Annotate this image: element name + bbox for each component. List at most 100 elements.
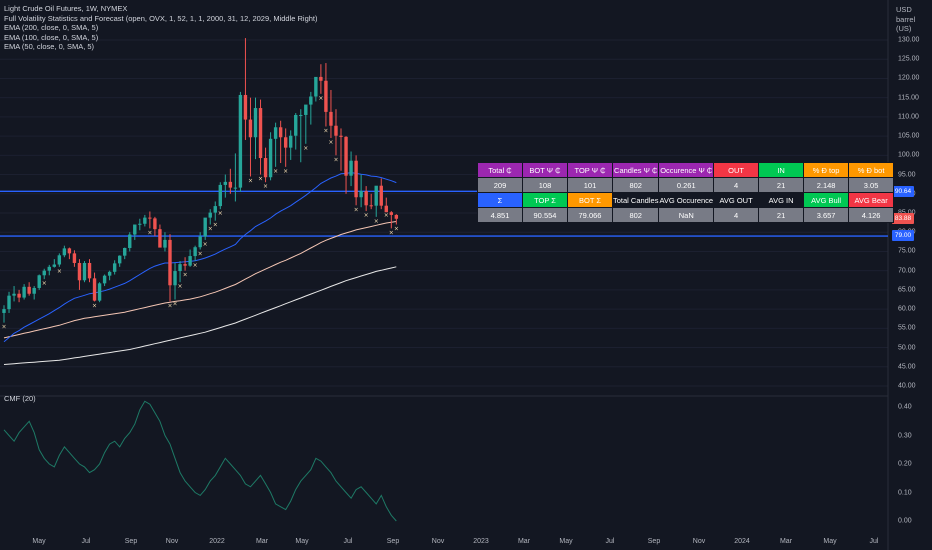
price-tick-label: 75.00	[898, 247, 916, 255]
time-tick-label: May	[823, 538, 837, 545]
time-tick-label: Mar	[517, 538, 531, 545]
candle-bear	[243, 94, 248, 120]
stats-header-cell: Candles Ψ ₵	[611, 162, 660, 178]
stats-value-cell: 209	[477, 177, 523, 193]
bottom-signal-marker: ×	[208, 226, 213, 233]
candle-bear	[72, 253, 77, 263]
candle-bull	[57, 255, 62, 265]
time-tick-label: Nov	[692, 538, 706, 545]
price-tick-label: 45.00	[898, 363, 916, 371]
candle-bull	[223, 181, 228, 185]
candle-bull	[193, 247, 197, 257]
candle-bear	[324, 80, 328, 112]
stats-value-cell: 0.261	[658, 177, 715, 193]
candle-bear	[379, 185, 383, 206]
candle-bull	[143, 217, 147, 224]
bottom-signal-marker: ×	[263, 183, 268, 190]
candle-bear	[334, 125, 338, 136]
candle-bull	[233, 187, 238, 189]
bottom-signal-marker: ×	[213, 222, 218, 229]
bottom-signal-marker: ×	[364, 212, 369, 219]
candle-bull	[32, 287, 36, 294]
axis-currency: USD	[896, 5, 912, 14]
time-tick-label: Nov	[431, 538, 445, 545]
time-tick-label: 2023	[473, 538, 489, 545]
candle-bull	[188, 256, 192, 266]
time-tick-label: Nov	[165, 538, 179, 545]
bottom-signal-marker: ×	[218, 210, 223, 217]
candle-bull	[359, 191, 363, 198]
candle-bear	[158, 229, 162, 248]
stats-summary-header-row: Σ TOP Σ BOT Σ Total Candles AVG Occurence AVG…	[477, 192, 895, 208]
bottom-signal-marker: ×	[167, 302, 172, 309]
bottom-signal-marker: ×	[273, 168, 278, 175]
candle-bear	[87, 262, 92, 279]
price-tick-label: 100.00	[898, 151, 920, 159]
bottom-signal-marker: ×	[354, 206, 359, 213]
stats-header-cell: IN	[758, 162, 805, 178]
candle-bull	[117, 255, 122, 264]
indicator-ema-50[interactable]: EMA (50, close, 0, SMA, 5)	[4, 42, 95, 52]
candle-bull	[123, 247, 127, 256]
symbol-title[interactable]: Light Crude Oil Futures, 1W, NYMEX	[4, 4, 128, 13]
candle-bull	[37, 275, 41, 288]
candle-bull	[47, 266, 51, 271]
indicator-ema-100[interactable]: EMA (100, close, 0, SMA, 5)	[4, 32, 99, 42]
candle-bull	[314, 76, 318, 97]
bottom-signal-marker: ×	[333, 156, 338, 163]
candle-bear	[394, 214, 399, 219]
last-price-tag: 83.88	[892, 213, 914, 224]
cmf-tick-label: 0.10	[898, 489, 912, 496]
candle-bear	[183, 264, 187, 266]
candle-bear	[77, 262, 82, 281]
time-tick-label: Sep	[647, 538, 661, 545]
upper-line-price-tag: 90.64	[892, 186, 914, 197]
stats-value-cell: 3.657	[803, 207, 850, 223]
candle-bull	[102, 275, 107, 284]
stats-header-cell: BOT Ψ ₵	[522, 162, 568, 178]
candle-bull	[163, 239, 167, 248]
indicator-volatility-stats[interactable]: Full Volatility Statistics and Forecast …	[4, 13, 318, 23]
stats-header-cell: Total ₵	[477, 162, 523, 178]
price-tick-label: 130.00	[898, 36, 920, 44]
candle-bull	[112, 263, 117, 272]
candle-bear	[263, 158, 268, 178]
time-tick-label: Sep	[386, 538, 400, 545]
stats-header-cell: % Đ top	[803, 162, 850, 178]
candle-bull	[52, 264, 56, 267]
candle-bull	[198, 236, 202, 248]
time-tick-label: Jul	[343, 538, 353, 545]
candle-bull	[42, 270, 46, 276]
candle-bear	[17, 293, 21, 298]
time-tick-label: 2024	[734, 538, 750, 545]
time-tick-label: May	[295, 538, 309, 545]
price-tick-label: 55.00	[898, 324, 916, 332]
candle-bear	[228, 181, 233, 188]
stats-header-cell: Total Candles	[611, 192, 660, 208]
indicator-ema-200[interactable]: EMA (200, close, 0, SMA, 5)	[4, 23, 99, 33]
cmf-pane-label[interactable]: CMF (20)	[4, 394, 36, 403]
bottom-signal-marker: ×	[318, 95, 323, 102]
stats-header-cell: BOT Σ	[567, 192, 613, 208]
stats-value-cell: 79.066	[567, 207, 613, 223]
price-tick-label: 115.00	[898, 94, 919, 102]
bottom-signal-marker: ×	[193, 262, 198, 269]
candle-bull	[138, 223, 142, 225]
stats-value-row: 209 108 101 802 0.261 4 21 2.148 3.05	[477, 177, 895, 193]
stats-header-cell: AVG Bull	[803, 192, 850, 208]
bottom-signal-marker: ×	[198, 251, 203, 258]
time-tick-label: Sep	[124, 538, 138, 545]
bottom-signal-marker: ×	[394, 226, 399, 233]
candle-bull	[107, 271, 112, 276]
axis-unit: barrel (US)	[896, 15, 916, 33]
cmf-tick-label: 0.20	[898, 460, 912, 468]
candle-bull	[349, 160, 353, 176]
stats-value-cell: NaN	[658, 207, 715, 223]
stats-header-cell: OUT	[713, 162, 760, 178]
candle-bull	[238, 94, 243, 188]
stats-value-cell: 2.148	[803, 177, 850, 193]
candle-bull	[128, 234, 132, 248]
stats-value-cell: 4.851	[477, 207, 523, 223]
candle-bear	[67, 248, 72, 254]
